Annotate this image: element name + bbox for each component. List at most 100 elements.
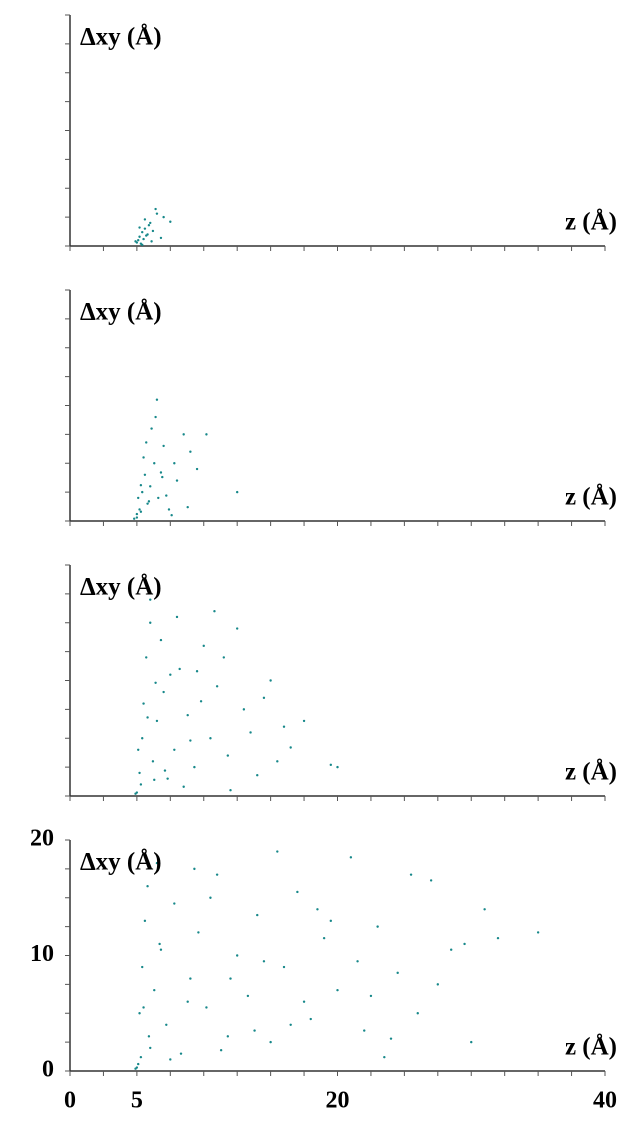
point — [173, 748, 176, 751]
point — [149, 598, 152, 601]
point — [235, 954, 239, 957]
point — [205, 1006, 208, 1009]
point — [155, 398, 159, 401]
point — [409, 873, 413, 876]
point — [137, 1062, 140, 1066]
x-tick-label: 5 — [131, 1088, 143, 1114]
point — [154, 681, 157, 685]
point — [155, 719, 159, 723]
point — [145, 656, 148, 659]
point — [182, 433, 185, 436]
point — [137, 748, 140, 751]
point — [133, 517, 136, 520]
point — [356, 960, 359, 963]
point — [215, 873, 219, 876]
point — [282, 965, 286, 969]
point — [173, 902, 176, 905]
point — [142, 1006, 145, 1009]
point — [186, 713, 189, 717]
point — [178, 667, 181, 671]
point — [302, 1000, 306, 1003]
point — [322, 936, 326, 940]
point — [296, 890, 299, 894]
point — [215, 685, 219, 688]
point — [139, 483, 143, 487]
point — [369, 994, 373, 998]
point — [396, 971, 399, 975]
point — [141, 490, 144, 494]
point — [470, 1040, 473, 1044]
point — [329, 919, 333, 923]
point — [159, 948, 163, 951]
point — [153, 462, 156, 465]
point — [158, 942, 161, 946]
point — [202, 644, 205, 648]
y-tick-label: 0 — [42, 1057, 54, 1083]
y-axis-label: Δxy (Å) — [80, 23, 162, 51]
point — [139, 783, 143, 786]
point — [226, 1035, 230, 1038]
point — [167, 508, 171, 511]
point — [219, 1049, 223, 1052]
point — [383, 1055, 386, 1059]
point — [149, 1046, 152, 1050]
point — [155, 212, 159, 215]
point — [165, 494, 168, 497]
point — [137, 239, 140, 242]
point — [170, 514, 173, 517]
point — [246, 994, 250, 998]
point — [483, 908, 486, 911]
point — [197, 931, 200, 934]
point — [143, 218, 147, 221]
point — [141, 965, 144, 969]
point — [256, 913, 259, 917]
point — [134, 240, 137, 243]
point — [235, 627, 239, 630]
y-tick-label: 20 — [30, 826, 54, 852]
point — [189, 977, 192, 980]
point — [150, 427, 153, 430]
point — [276, 850, 279, 853]
point — [138, 508, 141, 511]
point — [135, 516, 139, 519]
point — [165, 1023, 168, 1026]
point — [134, 1067, 137, 1070]
x-tick-label: 20 — [326, 1088, 350, 1114]
point — [179, 1052, 183, 1055]
point — [235, 490, 239, 494]
point — [153, 778, 156, 782]
point — [262, 696, 266, 700]
point — [269, 1040, 272, 1044]
x-tick-label: 40 — [593, 1088, 617, 1114]
point — [209, 896, 212, 899]
point — [249, 731, 252, 734]
point — [154, 415, 157, 419]
point — [276, 760, 279, 763]
point — [162, 215, 165, 219]
y-axis-label: Δxy (Å) — [80, 848, 162, 876]
x-axis-label: z (Å) — [565, 208, 617, 236]
point — [229, 789, 232, 792]
point — [159, 236, 163, 240]
point — [166, 777, 169, 780]
x-axis-label: z (Å) — [565, 758, 617, 786]
point — [138, 235, 141, 238]
point — [186, 505, 189, 509]
point — [142, 456, 145, 459]
point — [309, 1017, 312, 1021]
point — [363, 1029, 366, 1032]
x-axis-label: z (Å) — [565, 1033, 617, 1061]
point — [329, 763, 333, 767]
point — [436, 983, 440, 986]
point — [142, 237, 145, 241]
point — [349, 856, 353, 859]
point — [139, 1055, 143, 1059]
point — [145, 441, 148, 444]
y-tick-label: 10 — [30, 941, 54, 967]
point — [157, 496, 160, 500]
point — [163, 769, 167, 772]
point — [209, 737, 212, 740]
point — [182, 785, 185, 788]
point — [222, 656, 226, 659]
point — [449, 948, 453, 951]
